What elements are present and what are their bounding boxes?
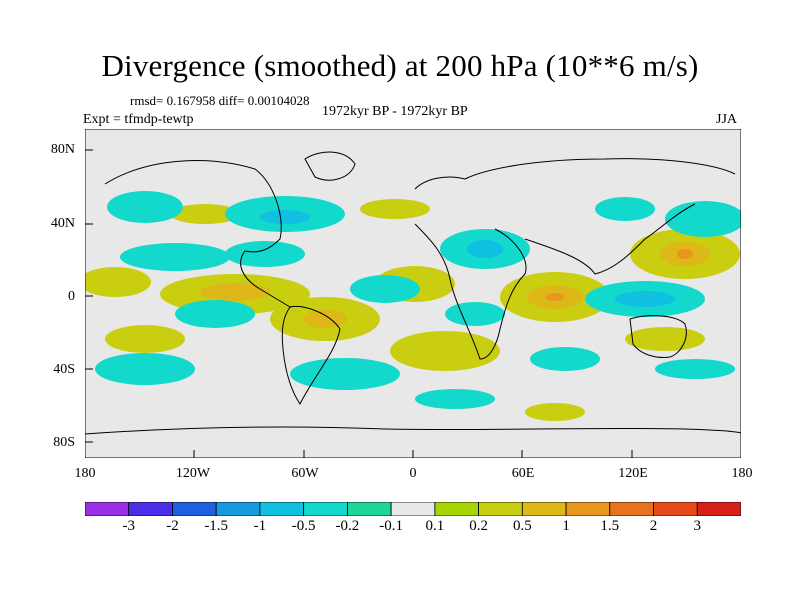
pos-region xyxy=(360,199,430,219)
pos-strong-region xyxy=(200,283,270,301)
peak-positive-regions xyxy=(546,249,693,301)
colorbar-swatch xyxy=(303,502,348,516)
colorbar-swatch xyxy=(521,502,567,516)
neg-region xyxy=(175,300,255,328)
colorbar-swatch xyxy=(390,502,436,516)
neg-region xyxy=(530,347,600,371)
axis-ticks xyxy=(85,149,633,458)
colorbar-label: -0.1 xyxy=(379,518,403,534)
colorbar-label: -0.5 xyxy=(291,518,316,534)
negative-regions xyxy=(95,191,741,409)
neg-region xyxy=(120,243,230,271)
colorbar-label: 0.1 xyxy=(425,518,445,534)
colorbar-label: 2 xyxy=(649,518,658,534)
colorbar-label: -2 xyxy=(166,518,179,534)
pos-peak-region xyxy=(677,249,693,259)
coastlines xyxy=(85,151,741,435)
colorbar-label: 0.2 xyxy=(469,518,488,534)
colorbar xyxy=(85,502,741,516)
pos-region xyxy=(170,204,240,224)
neg-region xyxy=(95,353,195,385)
colorbar-label: -0.2 xyxy=(335,518,360,534)
neg-region xyxy=(445,302,505,326)
x-tick-60e: 60E xyxy=(511,466,535,481)
x-tick-0: 0 xyxy=(409,466,417,481)
map-plot xyxy=(85,129,741,458)
colorbar-swatch xyxy=(85,502,130,516)
coast-antarctica xyxy=(85,426,741,435)
colorbar-swatch xyxy=(128,502,173,516)
neg-region xyxy=(350,275,420,303)
y-tick-0: 0 xyxy=(68,289,75,304)
x-tick-120e: 120E xyxy=(618,466,648,481)
plot-title: Divergence (smoothed) at 200 hPa (10**6 … xyxy=(101,48,699,83)
x-tick-60w: 60W xyxy=(291,466,319,481)
colorbar-swatch xyxy=(653,502,698,516)
y-tick-40n: 40N xyxy=(50,216,75,231)
neg-strong-region xyxy=(260,210,310,224)
colorbar-label: 0.5 xyxy=(512,518,532,534)
season-label: JJA xyxy=(716,112,738,127)
colorbar-label: -1 xyxy=(253,518,267,534)
pos-region xyxy=(525,403,585,421)
neg-region xyxy=(225,241,305,267)
y-tick-40s: 40S xyxy=(53,362,75,377)
colorbar-swatch xyxy=(259,502,305,516)
colorbar-label: 1.5 xyxy=(600,518,620,534)
colorbar-swatch xyxy=(696,502,741,516)
coast-australia xyxy=(629,315,687,358)
x-tick-120w: 120W xyxy=(175,466,211,481)
pos-region xyxy=(390,331,500,371)
y-tick-80n: 80N xyxy=(50,142,75,157)
experiment-label: Expt = tfmdp-tewtp xyxy=(83,112,194,127)
neg-region xyxy=(290,358,400,390)
colorbar-swatch xyxy=(172,502,217,516)
colorbar-swatch xyxy=(565,502,611,516)
colorbar-swatch xyxy=(434,502,479,516)
pos-region xyxy=(625,327,705,351)
colorbar-swatch xyxy=(609,502,654,516)
colorbar-swatch xyxy=(346,502,392,516)
period-label: 1972kyr BP - 1972kyr BP xyxy=(322,104,468,119)
pos-strong-region xyxy=(303,310,347,328)
strong-negative-regions xyxy=(260,210,675,307)
neg-strong-region xyxy=(467,240,503,258)
anomaly-fields xyxy=(85,191,741,421)
coast-south-america xyxy=(281,305,341,405)
neg-region xyxy=(107,191,183,223)
coast-south-asia xyxy=(524,203,696,275)
positive-regions xyxy=(85,199,740,421)
coast-africa xyxy=(414,223,527,360)
y-tick-80s: 80S xyxy=(53,435,75,450)
coast-greenland xyxy=(304,151,356,181)
pos-region xyxy=(85,267,151,297)
x-tick-180e: 180 xyxy=(731,466,753,481)
neg-region xyxy=(595,197,655,221)
colorbar-label: 1 xyxy=(562,518,570,534)
colorbar-swatch xyxy=(215,502,261,516)
coast-north-america xyxy=(104,160,291,308)
colorbar-label: -1.5 xyxy=(204,518,229,534)
colorbar-label: -3 xyxy=(122,518,135,534)
coast-eurasia-north xyxy=(414,158,736,190)
neg-strong-region xyxy=(615,291,675,307)
pos-peak-region xyxy=(546,293,564,301)
pos-region xyxy=(105,325,185,353)
neg-region xyxy=(415,389,495,409)
colorbar-label: 3 xyxy=(693,518,702,534)
colorbar-swatch xyxy=(478,502,523,516)
stats-label: rmsd= 0.167958 diff= 0.00104028 xyxy=(130,93,310,108)
neg-region xyxy=(655,359,735,379)
x-tick-180w: 180 xyxy=(74,466,96,481)
